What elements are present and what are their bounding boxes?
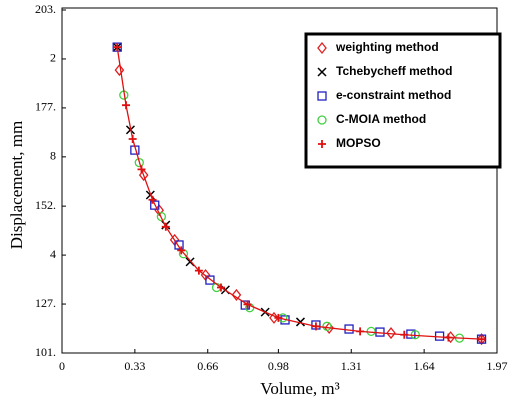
- x-tick-label: 1.31: [341, 359, 362, 373]
- marker: [231, 288, 242, 301]
- y-tick-label: 177.: [35, 100, 56, 114]
- marker: [156, 211, 167, 222]
- marker: [322, 321, 332, 331]
- marker: [274, 313, 283, 322]
- x-tick-label: 1.64: [414, 359, 435, 373]
- marker: [216, 283, 225, 292]
- marker: [194, 266, 203, 275]
- marker: [324, 321, 335, 335]
- marker: [269, 311, 279, 324]
- marker: [477, 335, 486, 344]
- legend-marker: [317, 41, 327, 55]
- marker: [150, 200, 160, 210]
- series-line: [116, 47, 482, 340]
- y-tick-label: 203.: [35, 2, 56, 16]
- marker: [174, 240, 184, 250]
- marker: [114, 64, 125, 77]
- marker: [386, 327, 396, 340]
- marker: [148, 195, 157, 204]
- legend-label: weighting method: [335, 40, 439, 54]
- legend-marker: [317, 115, 327, 125]
- y-tick-label: 2: [50, 51, 56, 65]
- marker: [444, 333, 453, 342]
- legend-label: e-constraint method: [336, 88, 451, 102]
- marker: [311, 322, 320, 331]
- marker: [344, 324, 354, 334]
- x-tick-label: 0.33: [124, 359, 145, 373]
- marker: [476, 333, 487, 346]
- legend-label: MOPSO: [336, 136, 381, 150]
- x-tick-label: 0.66: [197, 359, 218, 373]
- x-axis-label: Volume, m³: [260, 379, 339, 398]
- marker: [400, 330, 409, 339]
- marker: [138, 169, 149, 182]
- marker: [122, 101, 131, 110]
- legend-marker: [317, 91, 327, 101]
- marker: [295, 317, 306, 327]
- marker: [177, 246, 186, 255]
- legend-box: [304, 32, 502, 169]
- x-tick-label: 0.98: [268, 359, 289, 373]
- y-tick-label: 101.: [35, 345, 56, 359]
- x-tick-label: 1.97: [487, 359, 508, 373]
- marker: [243, 300, 252, 309]
- marker: [134, 157, 144, 168]
- marker: [128, 134, 137, 143]
- legend-label: C-MOIA method: [336, 112, 426, 126]
- y-tick-label: 152.: [35, 198, 56, 212]
- y-tick-label: 8: [50, 149, 56, 163]
- marker: [113, 43, 122, 52]
- marker: [137, 165, 146, 174]
- plot-frame: [61, 7, 498, 354]
- legend-label: Tchebycheff method: [336, 64, 452, 78]
- legend-marker: [318, 140, 326, 148]
- marker: [356, 327, 365, 336]
- y-axis-label: Displacement, mm: [7, 121, 26, 249]
- marker: [161, 222, 170, 231]
- y-tick-label: 127.: [35, 296, 56, 310]
- marker: [205, 275, 215, 285]
- x-tick-label: 0: [59, 359, 65, 373]
- legend-marker: [317, 67, 327, 77]
- y-tick-label: 4: [50, 247, 56, 261]
